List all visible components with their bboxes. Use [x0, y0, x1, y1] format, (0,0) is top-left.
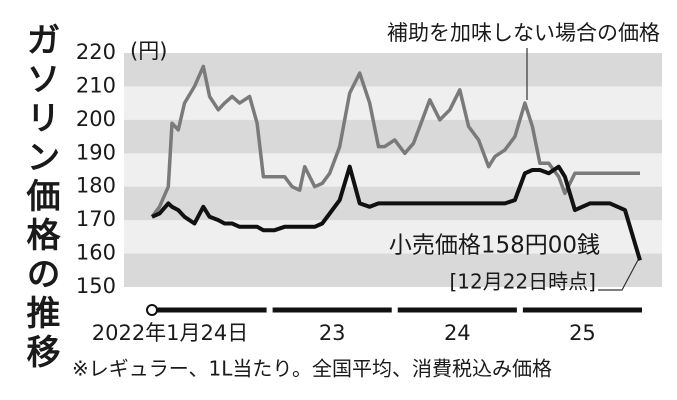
grid-band — [124, 53, 662, 87]
grid-band — [124, 253, 662, 287]
x-tick-label: 23 — [319, 321, 346, 345]
series-line — [151, 164, 642, 261]
y-tick-label: 150 — [76, 274, 116, 298]
footnote: ※レギュラー、1L当たり。全国平均、消費税込み価格 — [72, 357, 552, 381]
annotation: 小売価格158円00銭 — [389, 233, 600, 259]
y-tick-label: 170 — [76, 207, 116, 231]
chart-title: ガソリン価格の推移 — [20, 22, 61, 373]
y-tick-label: 180 — [76, 174, 116, 198]
plot-background — [124, 53, 662, 287]
leader-line — [598, 259, 639, 291]
grid-band — [124, 119, 662, 154]
x-tick-label: 25 — [569, 321, 596, 345]
x-tick-label: 24 — [444, 321, 471, 345]
y-tick-label: 190 — [76, 140, 116, 164]
y-unit: (円) — [130, 39, 167, 63]
timeline-start — [146, 304, 158, 316]
x-tick-label: 2022年1月24日 — [92, 321, 249, 345]
series-line — [150, 64, 640, 218]
y-tick-label: 160 — [76, 241, 116, 265]
y-tick-label: 210 — [76, 73, 116, 97]
annotation: 補助を加味しない場合の価格 — [387, 21, 660, 45]
y-tick-label: 220 — [76, 40, 116, 64]
annotation: [12月22日時点] — [449, 270, 596, 294]
y-tick-label: 200 — [76, 107, 116, 131]
